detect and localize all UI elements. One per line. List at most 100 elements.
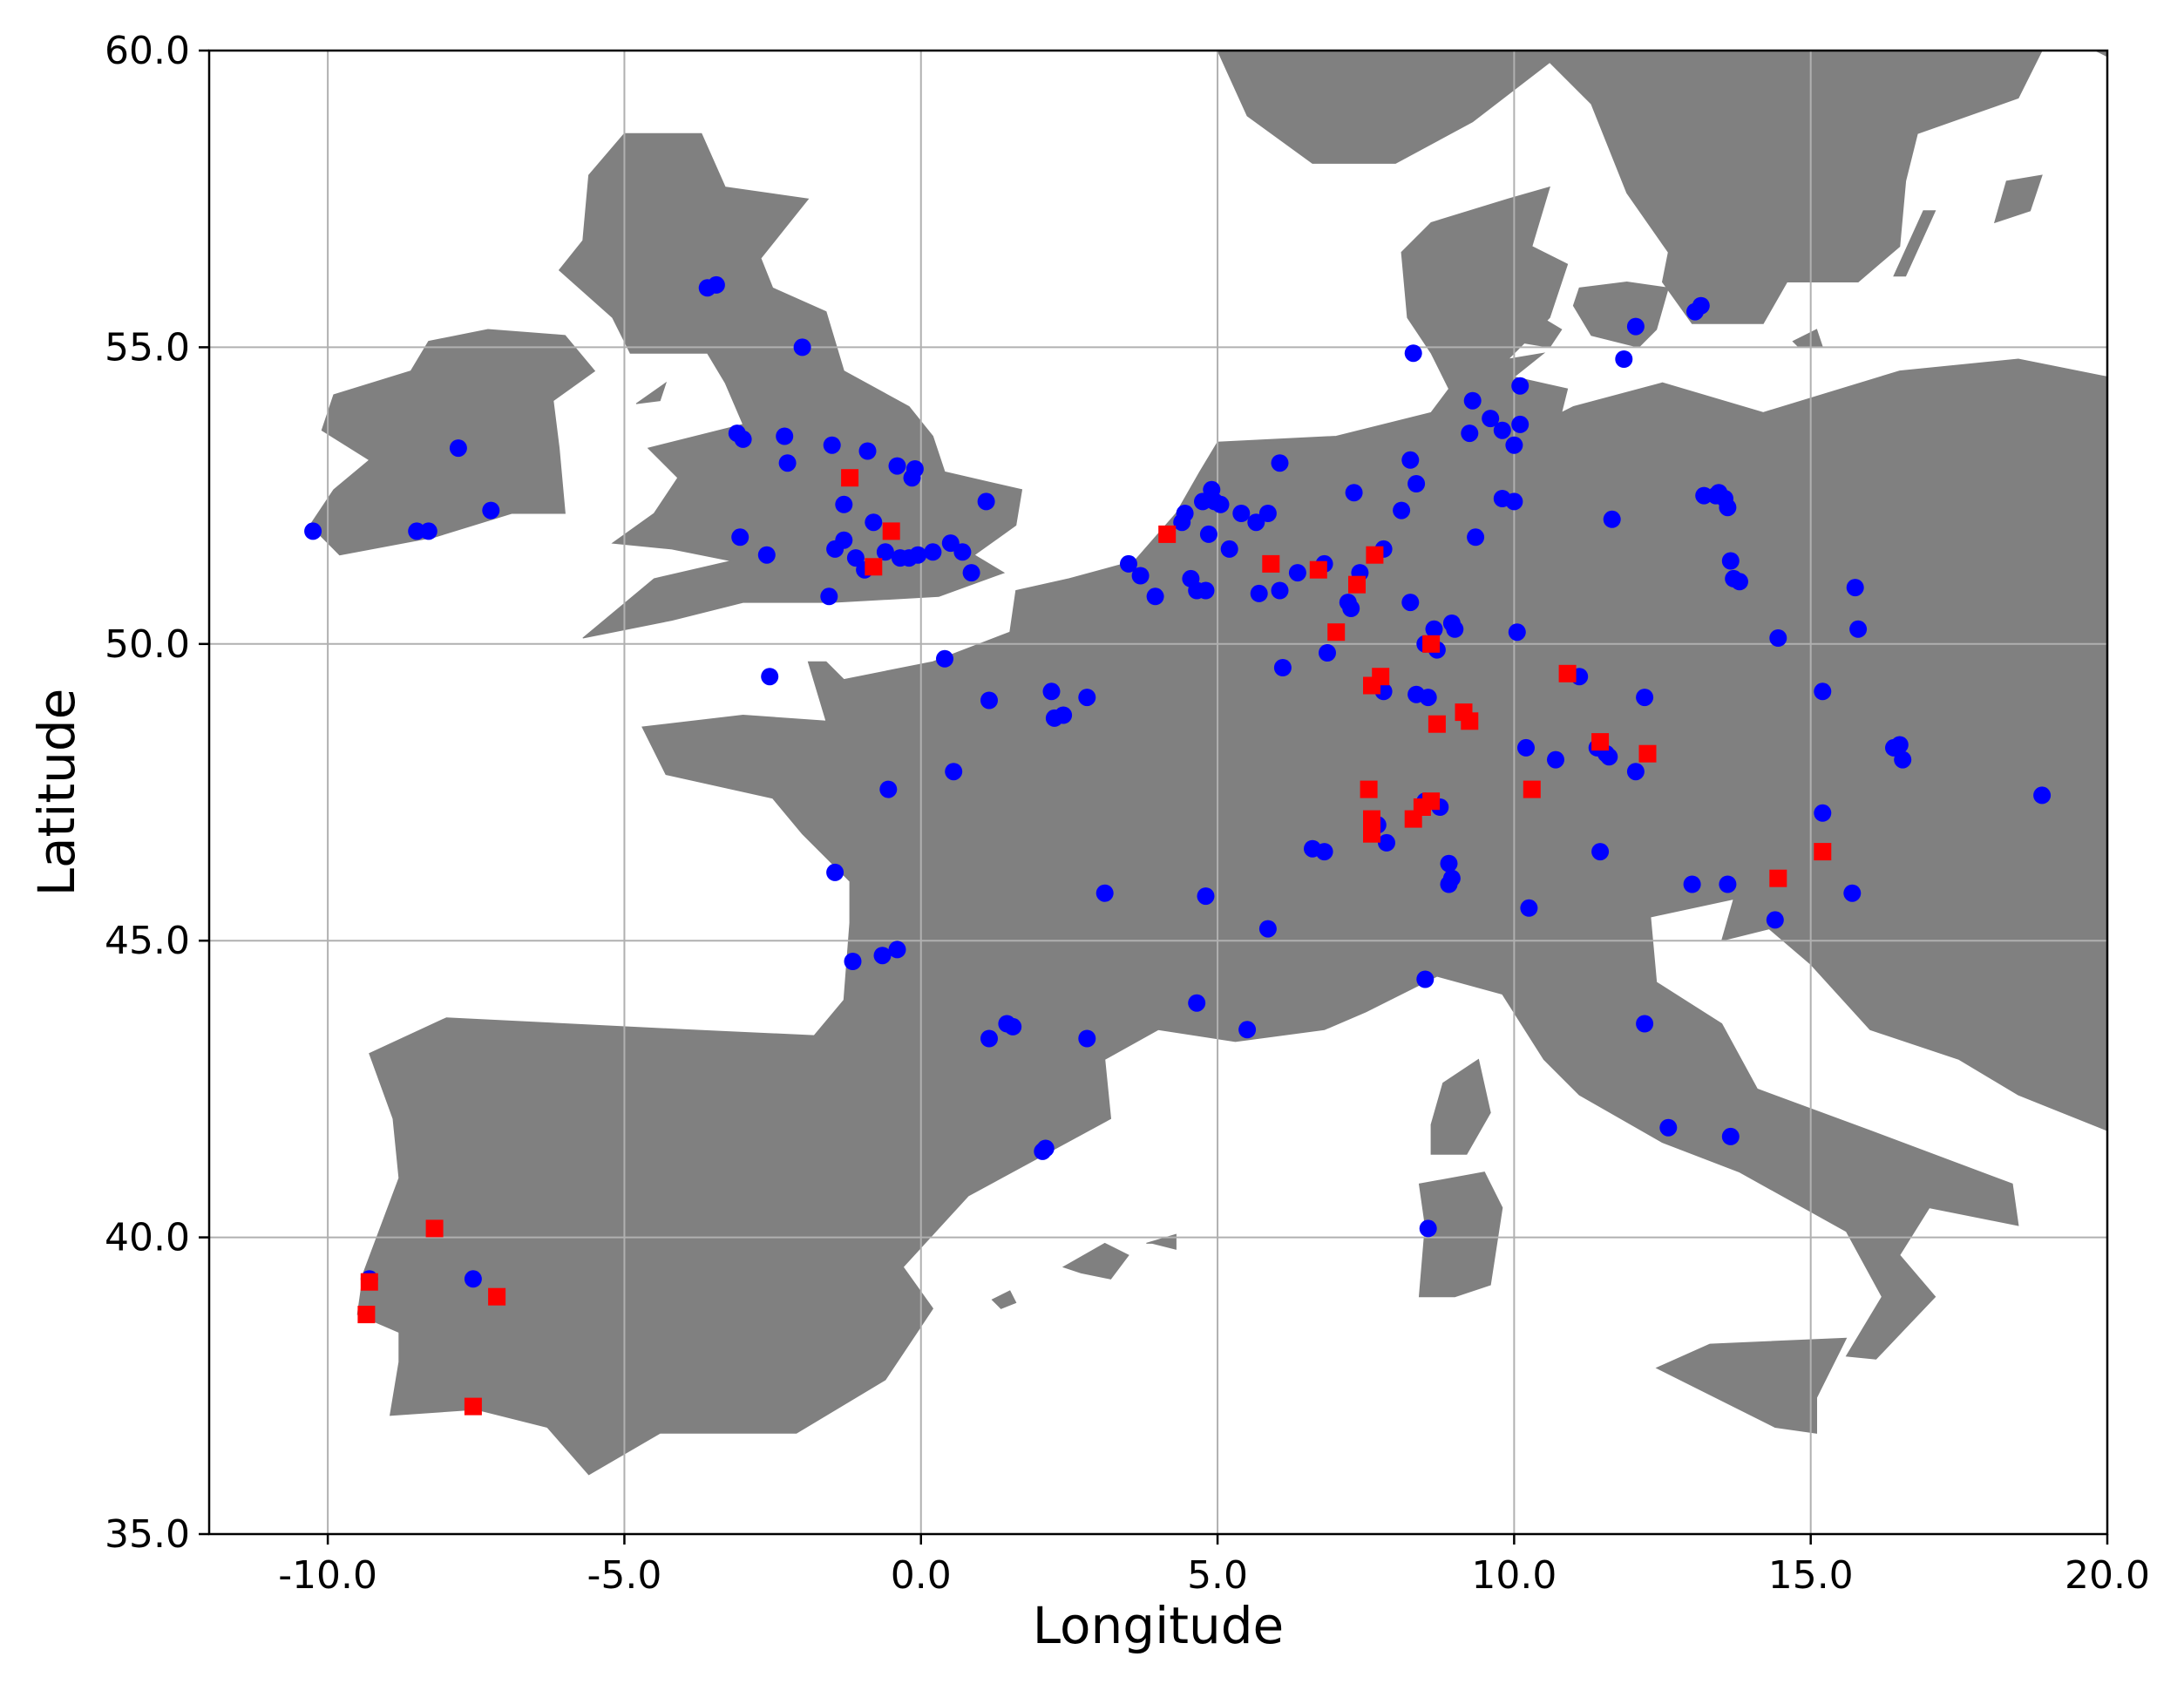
data-point-circle — [1849, 620, 1868, 638]
data-point-circle — [1419, 1219, 1437, 1238]
data-point-circle — [1401, 594, 1420, 612]
data-point-circle — [1615, 350, 1633, 368]
data-point-circle — [998, 1015, 1016, 1033]
y-axis-label: Latitude — [27, 689, 86, 897]
data-point-circle — [835, 531, 853, 549]
data-point-circle — [1258, 920, 1277, 938]
data-point-circle — [1636, 689, 1654, 707]
data-point-circle — [1846, 579, 1864, 597]
x-axis-label: Longitude — [1033, 1596, 1284, 1655]
data-point-circle — [980, 691, 998, 710]
data-point-circle — [1719, 499, 1737, 517]
data-point-square — [1366, 546, 1384, 564]
data-point-circle — [1505, 436, 1523, 454]
data-point-circle — [945, 763, 963, 781]
x-tick-label: 20.0 — [2065, 1553, 2150, 1598]
data-point-circle — [962, 564, 980, 582]
y-tick-label: 35.0 — [105, 1512, 190, 1557]
land-mallorca — [1061, 1242, 1129, 1280]
data-point-circle — [903, 469, 921, 487]
data-point-circle — [835, 495, 853, 513]
data-point-circle — [1315, 843, 1333, 861]
land-masses — [309, 51, 2107, 1476]
y-axis-ticks: 35.0 40.0 45.0 50.0 55.0 60.0 — [105, 29, 209, 1557]
data-point-square — [1769, 869, 1787, 887]
data-point-circle — [879, 780, 898, 798]
x-tick-label: 15.0 — [1768, 1553, 1854, 1598]
data-point-square — [841, 469, 859, 487]
data-point-circle — [1692, 296, 1710, 315]
land-funen — [1496, 311, 1563, 348]
data-point-circle — [1719, 875, 1737, 893]
land-gotland — [1993, 174, 2043, 224]
data-point-circle — [1345, 484, 1363, 502]
data-point-circle — [1731, 573, 1748, 591]
data-point-circle — [1393, 501, 1411, 519]
data-point-circle — [823, 436, 841, 454]
data-point-circle — [1146, 587, 1164, 606]
data-point-circle — [1659, 1118, 1678, 1137]
data-point-circle — [1131, 567, 1150, 585]
data-point-square — [357, 1306, 376, 1324]
data-point-square — [1422, 792, 1441, 811]
data-point-circle — [1271, 581, 1289, 600]
data-point-circle — [1814, 804, 1832, 822]
data-point-circle — [2033, 786, 2052, 805]
data-point-square — [1814, 843, 1832, 861]
data-point-circle — [1626, 763, 1645, 781]
x-axis-ticks: -10.0 -5.0 0.0 5.0 10.0 15.0 20.0 — [278, 1534, 2150, 1598]
data-point-circle — [1591, 843, 1610, 861]
x-tick-label: 5.0 — [1187, 1553, 1248, 1598]
data-point-circle — [1766, 911, 1784, 929]
data-point-square — [1523, 780, 1541, 798]
land-continental-europe — [356, 186, 2107, 1476]
data-point-circle — [731, 528, 749, 547]
data-point-square — [1428, 715, 1446, 733]
data-point-circle — [1683, 875, 1701, 893]
data-point-square — [1360, 780, 1378, 798]
data-point-circle — [1890, 736, 1909, 754]
data-point-circle — [419, 522, 437, 540]
data-point-circle — [304, 522, 322, 540]
land-zealand — [1572, 281, 1669, 348]
data-point-square — [1262, 554, 1280, 573]
x-tick-label: 0.0 — [891, 1553, 952, 1598]
data-point-circle — [1271, 454, 1289, 472]
x-tick-label: 10.0 — [1471, 1553, 1557, 1598]
data-point-circle — [953, 543, 972, 561]
data-point-circle — [707, 275, 725, 294]
data-point-circle — [1894, 750, 1912, 769]
land-corsica — [1430, 1058, 1491, 1155]
data-point-circle — [1547, 750, 1564, 769]
y-tick-label: 45.0 — [105, 919, 190, 963]
data-point-circle — [482, 501, 500, 519]
data-point-circle — [1463, 391, 1482, 410]
data-point-circle — [941, 534, 960, 553]
data-point-circle — [1273, 659, 1292, 676]
data-point-circle — [1078, 1029, 1096, 1048]
data-point-circle — [820, 587, 838, 606]
data-point-circle — [936, 649, 953, 668]
data-point-circle — [844, 953, 862, 970]
data-point-square — [865, 558, 883, 576]
data-point-circle — [1511, 377, 1529, 395]
data-point-circle — [924, 543, 942, 561]
land-great-britain — [558, 132, 1023, 639]
land-finland-estonia — [2095, 51, 2107, 58]
data-point-circle — [1467, 528, 1485, 547]
data-point-circle — [1095, 884, 1114, 902]
data-point-circle — [1194, 492, 1211, 511]
data-point-circle — [1493, 421, 1511, 439]
data-point-circle — [1482, 410, 1500, 428]
data-point-circle — [464, 1270, 482, 1288]
data-point-circle — [734, 430, 752, 448]
data-point-circle — [1520, 899, 1538, 917]
data-point-circle — [1404, 344, 1422, 363]
data-point-square — [464, 1397, 482, 1416]
data-point-circle — [865, 513, 883, 532]
land-scandinavia — [1217, 51, 2043, 324]
data-point-circle — [1505, 492, 1523, 511]
data-point-circle — [1176, 505, 1194, 522]
data-point-circle — [873, 947, 892, 965]
